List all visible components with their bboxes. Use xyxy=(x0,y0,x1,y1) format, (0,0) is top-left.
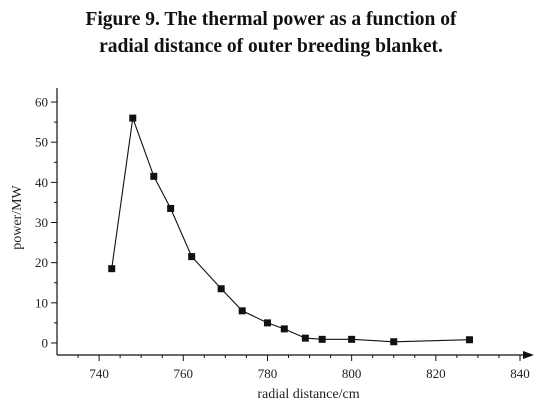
data-point xyxy=(108,265,116,273)
y-tick-label: 60 xyxy=(35,95,48,110)
data-point xyxy=(348,335,356,343)
x-tick-label: 780 xyxy=(258,366,278,381)
chart-ticks: 740 760 780 800 820 840 0 10 20 30 40 50 60 xyxy=(35,95,530,381)
data-point xyxy=(188,253,196,261)
x-tick-label: 740 xyxy=(89,366,109,381)
data-point xyxy=(301,334,309,342)
y-tick-label: 0 xyxy=(42,335,49,350)
x-axis-arrow-icon xyxy=(523,351,534,359)
data-point xyxy=(280,325,288,333)
x-tick-label: 800 xyxy=(342,366,362,381)
x-tick-label: 820 xyxy=(426,366,446,381)
data-point xyxy=(263,319,271,327)
chart-series xyxy=(108,114,473,346)
figure-title-line-2: radial distance of outer breeding blanke… xyxy=(99,36,443,57)
data-point xyxy=(150,172,158,180)
y-axis-label: power/MW xyxy=(10,184,25,249)
x-axis-label: radial distance/cm xyxy=(257,387,359,402)
figure-title-line-1: Figure 9. The thermal power as a functio… xyxy=(85,9,457,30)
series-line xyxy=(111,117,470,343)
data-point xyxy=(167,204,175,212)
chart-axes xyxy=(56,88,534,359)
y-tick-label: 40 xyxy=(35,175,48,190)
y-tick-label: 30 xyxy=(35,215,48,230)
data-point xyxy=(318,335,326,343)
data-point xyxy=(390,338,398,346)
y-tick-label: 50 xyxy=(35,135,48,150)
data-point xyxy=(217,285,225,293)
data-point xyxy=(238,307,246,315)
data-point xyxy=(465,336,473,344)
x-tick-label: 840 xyxy=(510,366,530,381)
data-point xyxy=(129,114,137,122)
y-tick-label: 20 xyxy=(35,255,48,270)
x-tick-label: 760 xyxy=(174,366,194,381)
y-tick-label: 10 xyxy=(35,295,48,310)
